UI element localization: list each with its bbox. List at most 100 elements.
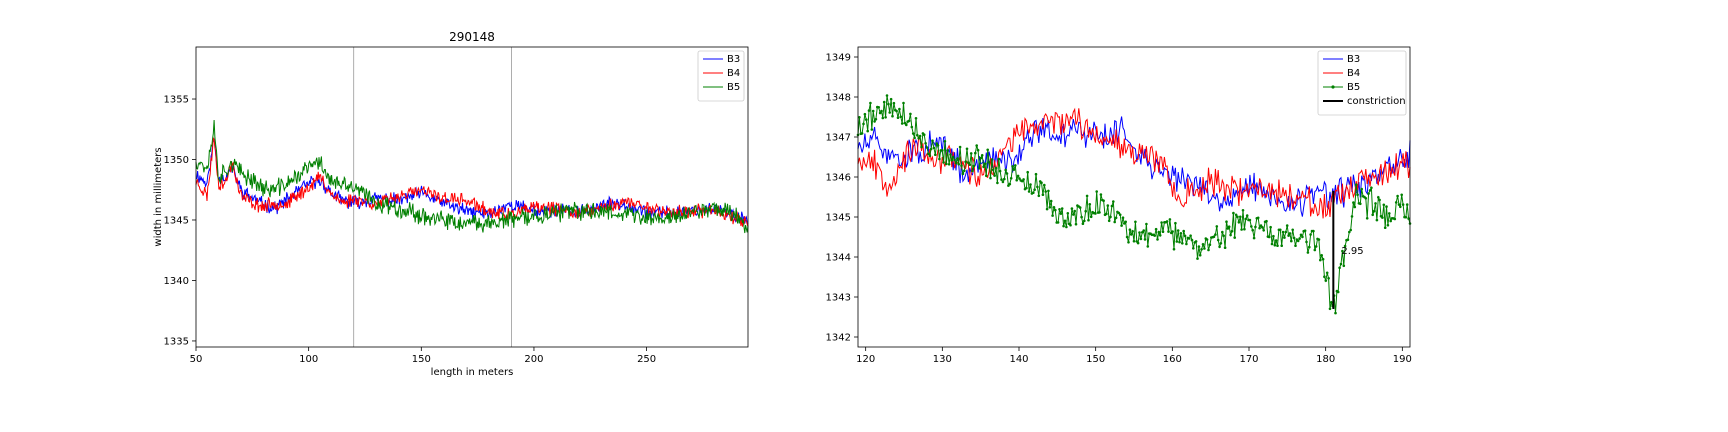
series-point (905, 123, 908, 127)
series-point (980, 154, 984, 157)
right-chart: 120 130 140 150 160 170 180 190 134213431344134… (826, 46, 1412, 365)
series-point (1136, 241, 1140, 245)
series-point (891, 114, 894, 118)
series-point (1157, 230, 1161, 234)
series-point (1059, 212, 1063, 215)
series-point (927, 152, 930, 155)
series-point (1294, 244, 1297, 247)
series-point (972, 164, 976, 168)
series-point (1374, 202, 1377, 205)
series-point (1034, 172, 1038, 176)
series-point (1400, 193, 1403, 197)
y-tick-label: 1342 (826, 333, 851, 344)
series-point (916, 133, 919, 137)
series-point (1008, 182, 1012, 186)
series-point (913, 136, 916, 140)
series-point (1175, 240, 1179, 243)
series-point (1181, 242, 1184, 245)
series-point (896, 116, 900, 119)
series-line-b4 (857, 107, 1411, 219)
series-point (1245, 214, 1249, 217)
series-point (1109, 215, 1112, 219)
series-point (1349, 228, 1352, 232)
series-point (1032, 191, 1035, 194)
series-point (1407, 217, 1410, 220)
series-point (1290, 239, 1293, 243)
series-point (907, 119, 911, 123)
series-point (1062, 224, 1065, 228)
series-point (1047, 189, 1050, 193)
series-point (873, 120, 876, 123)
series-point (1223, 246, 1227, 249)
series-point (983, 162, 987, 166)
series-point (1292, 236, 1296, 240)
series-point (1389, 219, 1392, 223)
series-point (967, 161, 970, 164)
series-point (1262, 229, 1265, 232)
series-point (1107, 219, 1111, 223)
series-point (958, 145, 962, 149)
series-point (1074, 222, 1078, 226)
series-point (1214, 233, 1217, 236)
series-point (858, 116, 861, 119)
series-point (1336, 290, 1340, 294)
series-point (920, 145, 923, 149)
series-point (1001, 180, 1005, 184)
series-point (928, 154, 932, 157)
y-tick-label: 1350 (164, 155, 189, 166)
series-point (950, 159, 954, 162)
series-point (1146, 245, 1150, 248)
series-point (1339, 262, 1343, 266)
series-point (878, 111, 882, 115)
series-point (1219, 242, 1223, 245)
series-point (1016, 174, 1020, 178)
series-point (932, 146, 936, 150)
series-point (1254, 225, 1257, 229)
series-point (940, 149, 944, 152)
series-point (1132, 239, 1136, 243)
series-point (1018, 177, 1021, 180)
series-point (1250, 225, 1253, 228)
series-point (1364, 197, 1368, 200)
x-tick-label: 250 (637, 354, 656, 365)
series-point (1365, 217, 1369, 220)
series-point (887, 102, 890, 106)
series-point (1227, 225, 1231, 228)
series-point (881, 116, 885, 120)
series-point (1367, 192, 1370, 195)
series-point (1051, 214, 1054, 217)
series-point (1301, 235, 1304, 239)
series-point (1265, 219, 1268, 223)
series-point (1261, 226, 1264, 229)
series-point (982, 165, 985, 169)
series-point (942, 161, 945, 164)
x-tick-label: 150 (412, 354, 431, 365)
legend-box (697, 50, 745, 102)
series-point (953, 158, 956, 162)
series-point (1397, 203, 1401, 206)
series-point (1124, 220, 1127, 224)
legend-label-constriction: constriction (1347, 96, 1406, 107)
series-point (1029, 183, 1032, 186)
y-tick-label: 1343 (826, 293, 851, 304)
x-tick-label: 160 (1163, 354, 1182, 365)
series-point (1394, 201, 1398, 204)
series-point (945, 162, 948, 166)
series-point (1259, 224, 1263, 227)
y-tick-label: 1355 (164, 95, 189, 106)
series-point (1036, 185, 1039, 189)
series-point (1267, 235, 1271, 239)
series-point (1353, 205, 1357, 209)
series-point (1405, 203, 1409, 206)
series-point (1005, 172, 1009, 175)
series-point (985, 174, 988, 177)
series-point (1048, 206, 1052, 209)
series-point (1236, 215, 1239, 219)
series-point (1027, 190, 1031, 193)
series-point (1125, 235, 1129, 239)
series-point (1348, 230, 1351, 234)
series-point (1248, 218, 1252, 222)
y-tick-label: 1349 (826, 53, 851, 64)
series-point (1306, 251, 1310, 254)
right-chart-frame (857, 46, 1411, 348)
